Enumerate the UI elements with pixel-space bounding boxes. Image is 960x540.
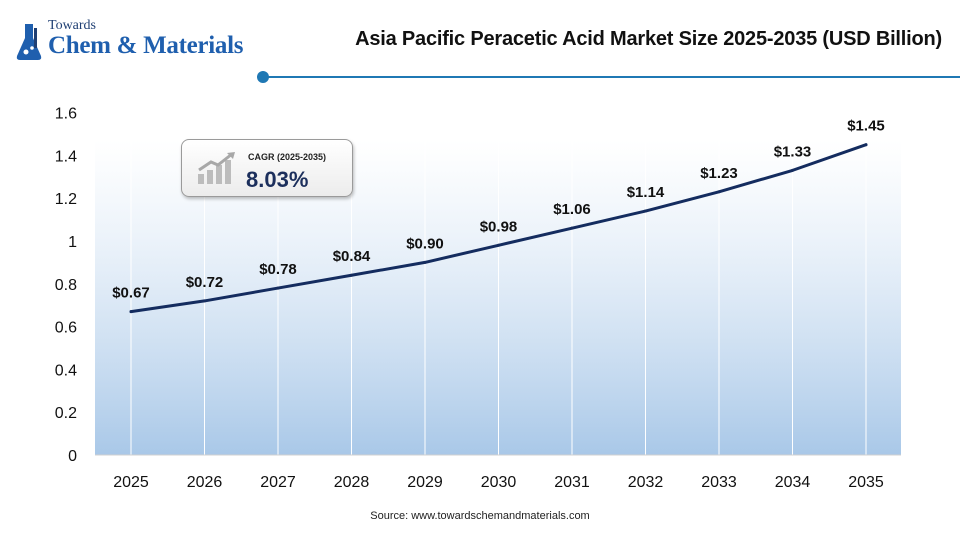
x-tick-label: 2028 [334,474,370,491]
x-tick-label: 2035 [848,474,884,491]
data-label: $0.98 [480,218,518,235]
x-tick-label: 2032 [628,474,664,491]
data-point [350,273,353,277]
data-point [423,260,427,264]
y-tick-label: 0.8 [55,277,77,294]
data-point [791,168,794,172]
x-tick-label: 2026 [187,474,223,491]
data-point [644,209,647,213]
data-label: $0.78 [259,261,297,278]
data-label: $1.23 [700,165,738,182]
data-label: $0.90 [406,235,444,252]
chart-title: Asia Pacific Peracetic Acid Market Size … [355,28,942,50]
x-tick-label: 2030 [481,474,517,491]
y-tick-label: 0.2 [55,405,77,422]
logo-line1: Towards [48,18,97,33]
x-tick-label: 2025 [113,474,149,491]
x-tick-label: 2031 [554,474,590,491]
x-tick-label: 2033 [701,474,737,491]
growth-chart-icon [198,152,235,184]
x-tick-label: 2029 [407,474,443,491]
data-label: $0.84 [333,248,371,265]
y-tick-label: 1.6 [55,106,77,123]
data-point [203,299,206,303]
data-label: $1.45 [847,118,885,135]
y-tick-label: 1.2 [55,191,77,208]
data-label: $0.72 [186,274,224,291]
y-tick-label: 1.4 [55,148,77,165]
data-point [717,190,721,194]
logo-line2: Chem & Materials [48,32,244,59]
brand-logo: Towards Chem & Materials [14,18,254,66]
x-tick-label: 2027 [260,474,296,491]
data-point [497,243,500,247]
data-point [864,143,868,147]
data-point [129,310,133,314]
title-rule [262,76,960,78]
y-tick-label: 0.6 [55,320,77,337]
flask-icon [16,24,42,60]
data-label: $1.33 [774,143,812,160]
y-tick-label: 0 [68,448,77,465]
data-point [570,226,574,230]
x-tick-label: 2034 [775,474,811,491]
y-tick-label: 1 [68,234,77,251]
data-point [276,286,280,290]
cagr-value: 8.03% [246,167,309,192]
cagr-box: CAGR (2025-2035) 8.03% [181,139,353,197]
cagr-label: CAGR (2025-2035) [248,152,327,162]
data-label: $1.14 [627,184,665,201]
data-label: $1.06 [553,201,591,218]
y-tick-label: 0.4 [55,362,77,379]
source-note: Source: www.towardschemandmaterials.com [370,510,590,522]
data-label: $0.67 [112,285,150,302]
